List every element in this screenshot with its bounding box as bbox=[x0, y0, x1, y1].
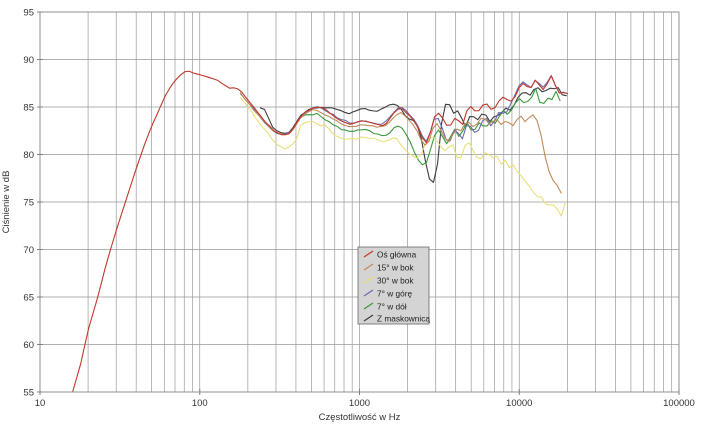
svg-text:30° w bok: 30° w bok bbox=[377, 276, 414, 286]
svg-text:95: 95 bbox=[23, 7, 34, 18]
svg-text:Z maskownicą: Z maskownicą bbox=[377, 314, 430, 324]
svg-text:60: 60 bbox=[23, 340, 34, 351]
svg-text:75: 75 bbox=[23, 197, 34, 208]
svg-text:10: 10 bbox=[35, 398, 46, 409]
svg-text:100000: 100000 bbox=[663, 398, 695, 409]
svg-text:Częstotliwość w Hz: Częstotliwość w Hz bbox=[319, 412, 401, 423]
svg-text:65: 65 bbox=[23, 292, 34, 303]
svg-text:7° w górę: 7° w górę bbox=[377, 289, 413, 299]
svg-text:Ciśnienie w dB: Ciśnienie w dB bbox=[1, 171, 12, 234]
svg-text:70: 70 bbox=[23, 245, 34, 256]
svg-text:90: 90 bbox=[23, 55, 34, 66]
svg-text:100: 100 bbox=[192, 398, 208, 409]
svg-text:Oś główna: Oś główna bbox=[377, 250, 417, 260]
svg-text:15° w bok: 15° w bok bbox=[377, 263, 414, 273]
svg-text:55: 55 bbox=[23, 387, 34, 398]
svg-text:85: 85 bbox=[23, 102, 34, 113]
svg-text:7° w dół: 7° w dół bbox=[377, 302, 407, 312]
svg-text:1000: 1000 bbox=[349, 398, 370, 409]
svg-text:10000: 10000 bbox=[506, 398, 532, 409]
svg-text:80: 80 bbox=[23, 150, 34, 161]
